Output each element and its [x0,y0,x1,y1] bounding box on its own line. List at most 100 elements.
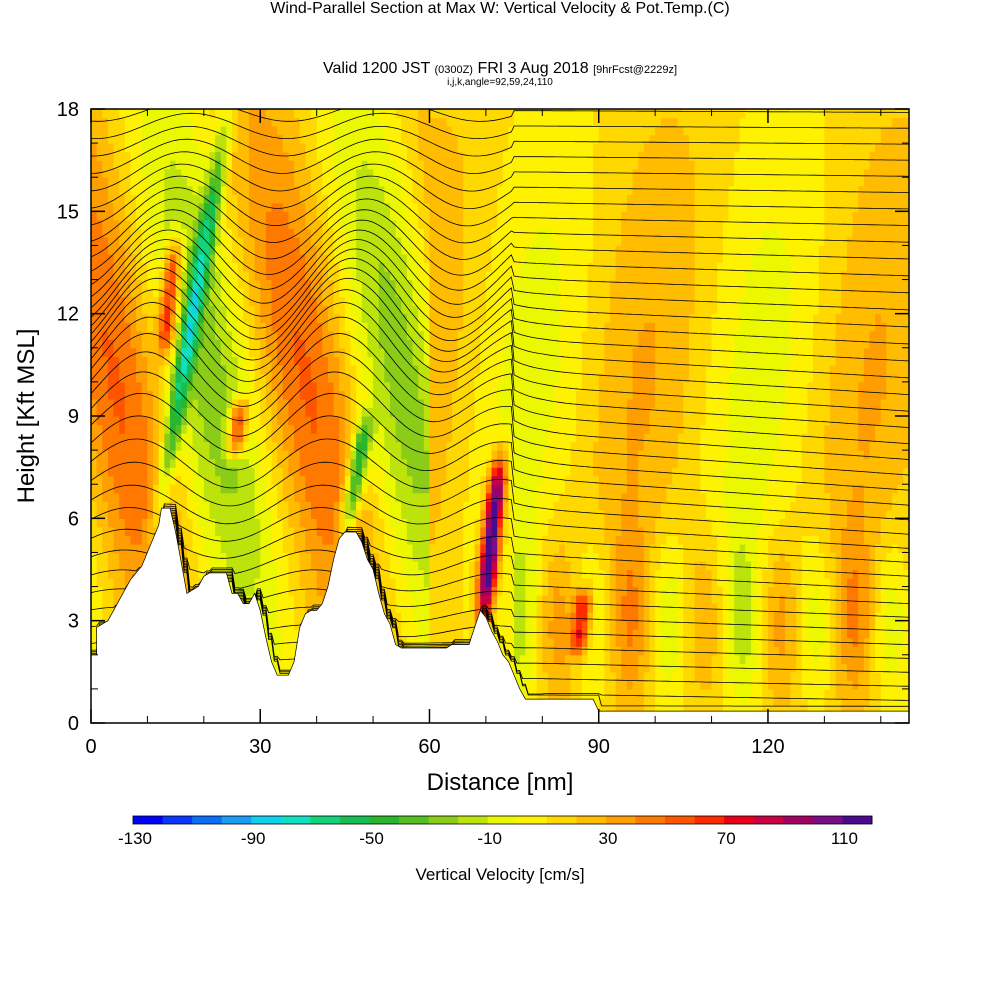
velocity-cell [367,347,374,357]
velocity-cell [452,313,459,323]
velocity-cell [401,484,408,494]
velocity-cell [102,185,109,195]
velocity-cell [412,543,419,554]
velocity-cell [361,288,369,298]
velocity-cell [203,330,211,340]
velocity-cell [463,117,470,127]
velocity-cell [147,467,154,477]
velocity-cell [316,450,323,460]
velocity-cell [418,228,425,238]
velocity-cell [107,390,115,400]
velocity-cell [452,543,459,554]
velocity-cell [91,450,98,460]
velocity-cell [181,194,188,204]
velocity-cell [113,347,120,357]
velocity-cell [198,424,205,434]
velocity-cell [446,526,453,536]
velocity-cell [452,330,459,340]
velocity-cell [395,484,402,494]
velocity-cell [418,279,425,289]
velocity-cell [209,109,216,119]
velocity-cell [158,467,165,477]
velocity-cell [361,126,369,136]
velocity-cell [119,484,126,494]
velocity-cell [299,134,306,144]
velocity-cell [96,228,103,238]
velocity-cell [288,424,295,434]
velocity-cell [186,322,194,332]
velocity-cell [440,134,448,144]
velocity-cell [389,407,397,417]
velocity-cell [102,518,109,528]
velocity-cell [452,177,459,187]
velocity-cell [186,313,194,323]
velocity-cell [356,134,363,144]
velocity-cell [452,450,459,460]
velocity-cell [288,339,295,349]
velocity-cell [311,595,318,605]
velocity-cell [401,245,408,255]
velocity-cell [311,526,318,536]
velocity-cell [356,398,363,409]
velocity-cell [294,228,301,238]
velocity-cell [384,552,391,562]
velocity-cell [344,390,352,400]
velocity-cell [124,518,132,528]
velocity-cell [181,467,188,477]
velocity-cell [147,433,154,443]
velocity-cell [468,245,476,255]
velocity-cell [412,595,419,605]
velocity-cell [401,330,408,340]
velocity-cell [435,168,442,178]
velocity-cell [260,586,267,596]
velocity-cell [440,347,448,357]
velocity-cell [153,219,160,229]
velocity-cell [463,177,470,187]
velocity-cell [248,134,256,144]
velocity-cell [113,117,120,127]
velocity-cell [373,211,380,221]
velocity-cell [395,219,402,229]
velocity-cell [243,509,250,519]
velocity-cell [192,467,199,477]
velocity-cell [226,578,233,588]
velocity-cell [153,126,160,136]
velocity-cell [322,177,329,187]
velocity-cell [288,211,295,221]
velocity-cell [384,322,391,332]
velocity-cell [305,458,312,468]
velocity-cell [361,245,369,255]
velocity-cell [220,560,227,571]
velocity-cell [474,501,481,511]
velocity-cell [175,279,182,289]
velocity-cell [130,219,137,229]
velocity-cell [113,202,120,212]
velocity-cell [344,219,352,229]
velocity-cell [277,492,284,502]
velocity-cell [158,288,165,298]
velocity-cell [406,552,414,562]
velocity-cell [91,177,98,187]
velocity-cell [130,279,137,289]
velocity-cell [446,279,453,289]
velocity-cell [254,271,261,281]
velocity-cell [288,612,295,622]
velocity-cell [254,586,261,596]
velocity-cell [181,475,188,485]
velocity-cell [91,339,98,349]
velocity-cell [186,262,194,272]
velocity-cell [181,450,188,460]
velocity-cell [91,143,98,153]
velocity-cell [463,526,470,536]
velocity-cell [282,390,290,400]
velocity-cell [243,134,250,144]
velocity-cell [119,364,126,374]
velocity-cell [215,279,222,289]
velocity-cell [254,185,261,195]
velocity-cell [254,177,261,187]
velocity-cell [215,253,222,264]
velocity-cell [316,253,323,264]
velocity-cell [265,185,273,195]
velocity-cell [91,330,98,340]
